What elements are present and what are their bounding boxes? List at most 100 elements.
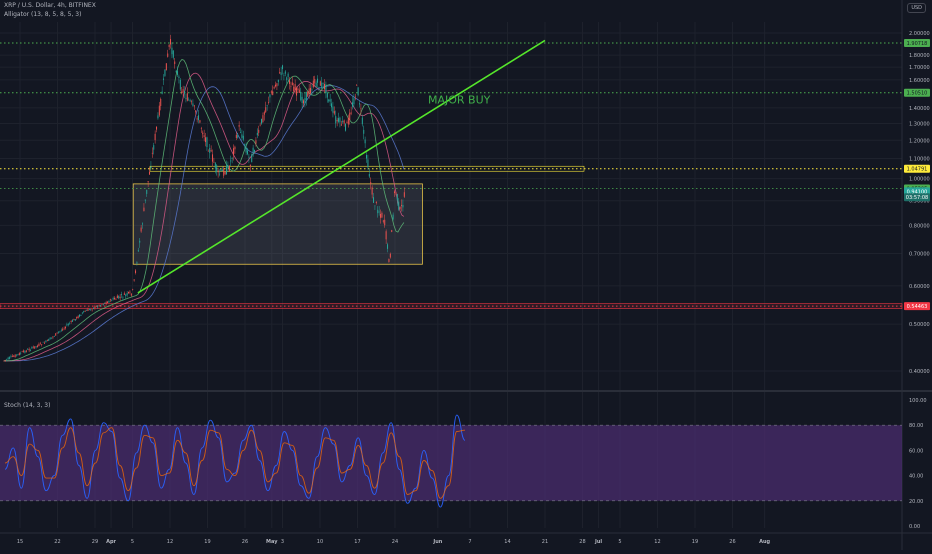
- candle-body: [20, 352, 22, 354]
- candle-body: [17, 354, 19, 355]
- candle-body: [151, 152, 153, 154]
- price-tick-label: 0.60000: [909, 284, 930, 290]
- candle-body: [338, 118, 340, 122]
- candle-body: [307, 91, 309, 97]
- candle-body: [28, 348, 30, 351]
- candle-body: [44, 342, 46, 344]
- candle-body: [21, 351, 23, 353]
- candle-body: [263, 112, 265, 115]
- candle-body: [322, 82, 324, 84]
- level-price-label: 1.90718: [907, 41, 928, 47]
- candle-body: [381, 212, 383, 218]
- candle-body: [80, 314, 82, 316]
- candle-body: [370, 182, 372, 184]
- candle-body: [361, 117, 363, 125]
- candle-body: [144, 199, 146, 201]
- candle-body: [252, 147, 254, 156]
- candle-body: [360, 108, 362, 110]
- date-tick-label: 5: [131, 539, 134, 545]
- candle-body: [63, 327, 65, 329]
- price-tick-label: 1.80000: [909, 53, 930, 59]
- candle-body: [300, 91, 302, 101]
- candle-body: [115, 299, 117, 300]
- date-tick-label: 21: [542, 539, 548, 545]
- candle-body: [231, 157, 233, 159]
- candle-body: [269, 94, 271, 98]
- candle-body: [125, 294, 127, 296]
- indicator-legend[interactable]: Alligator (13, 8, 5, 8, 5, 3): [4, 11, 82, 18]
- candle-body: [326, 92, 328, 98]
- candle-body: [203, 135, 205, 137]
- candle-body: [230, 160, 232, 162]
- candle-body: [24, 350, 26, 353]
- candle-body: [234, 146, 236, 150]
- level-price-tag: [904, 88, 930, 97]
- candle-body: [315, 82, 317, 87]
- candle-body: [72, 320, 74, 322]
- candle-body: [398, 201, 400, 210]
- candle-body: [149, 171, 151, 175]
- currency-button[interactable]: USD: [907, 3, 926, 13]
- candle-body: [227, 165, 229, 169]
- candle-body: [135, 270, 137, 273]
- candle-body: [380, 213, 382, 218]
- candle-body: [357, 87, 359, 96]
- candle-body: [342, 121, 344, 123]
- candle-body: [332, 106, 334, 113]
- candle-body: [282, 65, 284, 69]
- candle-body: [388, 258, 390, 262]
- candle-body: [266, 105, 268, 106]
- candle-body: [220, 169, 222, 171]
- candle-body: [392, 214, 394, 220]
- candle-body: [91, 309, 93, 311]
- candle-body: [14, 354, 16, 358]
- candle-body: [270, 91, 272, 93]
- candle-body: [146, 189, 148, 194]
- candle-body: [219, 173, 221, 175]
- candle-body: [184, 91, 186, 94]
- candle-body: [9, 357, 11, 359]
- candle-body: [128, 291, 130, 294]
- candle-body: [209, 147, 211, 154]
- level-price-tag: [904, 302, 930, 311]
- candle-body: [79, 314, 81, 317]
- candle-body: [142, 223, 144, 225]
- candle-body: [185, 97, 187, 99]
- candle-body: [389, 253, 391, 258]
- alligator-teeth-line: [3, 72, 405, 362]
- candle-body: [373, 197, 375, 203]
- candle-body: [181, 91, 183, 94]
- candle-body: [256, 132, 258, 136]
- candle-body: [286, 77, 288, 81]
- candle-body: [105, 302, 107, 304]
- candle-body: [202, 132, 204, 135]
- candle-body: [87, 309, 89, 312]
- current-price-label: 03:57:08: [906, 195, 928, 201]
- candle-body: [255, 140, 257, 144]
- candle-body: [18, 353, 20, 356]
- candle-body: [308, 88, 310, 95]
- price-tick-label: 1.10000: [909, 157, 930, 163]
- candle-body: [132, 289, 134, 290]
- candle-body: [371, 187, 373, 195]
- candle-body: [237, 134, 239, 138]
- price-tick-label: 0.50000: [909, 322, 930, 328]
- date-tick-label: 7: [468, 539, 471, 545]
- candle-body: [367, 159, 369, 168]
- candle-body: [214, 162, 216, 169]
- date-tick-label: 3: [281, 539, 284, 545]
- candle-body: [265, 107, 267, 113]
- candle-body: [140, 227, 142, 232]
- price-tick-label: 1.20000: [909, 138, 930, 144]
- candle-body: [25, 350, 27, 352]
- candle-body: [233, 148, 235, 155]
- candle-body: [368, 173, 370, 177]
- price-tick-label: 2.00000: [909, 31, 930, 37]
- candle-body: [290, 86, 292, 88]
- candle-body: [298, 89, 300, 93]
- candle-body: [11, 355, 13, 357]
- candle-body: [35, 346, 37, 347]
- candle-body: [394, 191, 396, 194]
